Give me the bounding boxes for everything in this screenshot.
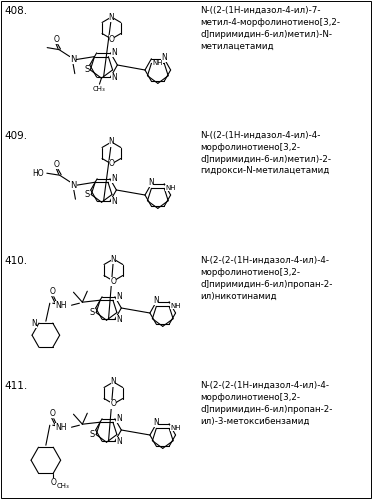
Text: O: O — [50, 287, 56, 296]
Text: N: N — [111, 197, 117, 206]
Text: N-((2-(1H-индазол-4-ил)-7-
метил-4-морфолинотиено[3,2-
d]пиримидин-6-ил)метил)-N: N-((2-(1H-индазол-4-ил)-7- метил-4-морфо… — [200, 6, 340, 50]
Text: N-(2-(2-(1H-индазол-4-ил)-4-
морфолинотиено[3,2-
d]пиримидин-6-ил)пропан-2-
ил)н: N-(2-(2-(1H-индазол-4-ил)-4- морфолиноти… — [200, 256, 333, 300]
Text: N: N — [116, 292, 122, 301]
Text: S: S — [90, 308, 95, 317]
Text: N: N — [153, 296, 159, 305]
Text: N: N — [149, 178, 154, 187]
Text: N: N — [153, 418, 159, 427]
Text: O: O — [110, 276, 116, 285]
Text: N: N — [161, 53, 167, 62]
Text: N: N — [116, 414, 122, 423]
Text: N: N — [116, 437, 122, 446]
Text: N-((2-(1H-индазол-4-ил)-4-
морфолинотиено[3,2-
d]пиримидин-6-ил)метил)-2-
гидрок: N-((2-(1H-индазол-4-ил)-4- морфолинотиен… — [200, 131, 331, 176]
Text: 408.: 408. — [5, 6, 28, 16]
Text: N: N — [116, 315, 122, 324]
Text: O: O — [53, 34, 59, 43]
Text: 410.: 410. — [5, 256, 28, 266]
Text: N: N — [70, 181, 77, 190]
Text: S: S — [84, 65, 89, 74]
Text: N: N — [112, 48, 117, 57]
Text: NH: NH — [170, 303, 181, 309]
Text: O: O — [109, 34, 114, 43]
Text: CH₃: CH₃ — [56, 483, 69, 489]
Text: N: N — [109, 12, 114, 21]
Text: NH: NH — [152, 60, 163, 66]
Text: N: N — [112, 73, 117, 82]
Text: O: O — [109, 160, 114, 169]
Text: NH: NH — [165, 185, 176, 191]
Text: O: O — [50, 409, 56, 418]
Text: N: N — [111, 174, 117, 183]
Text: N: N — [110, 254, 116, 263]
Text: NH: NH — [55, 301, 67, 310]
Text: N: N — [110, 378, 116, 387]
Text: S: S — [85, 190, 90, 199]
Text: N: N — [109, 138, 114, 147]
Text: O: O — [50, 478, 56, 487]
Text: O: O — [110, 400, 116, 409]
Text: N-(2-(2-(1H-индазол-4-ил)-4-
морфолинотиено[3,2-
d]пиримидин-6-ил)пропан-2-
ил)-: N-(2-(2-(1H-индазол-4-ил)-4- морфолиноти… — [200, 381, 333, 426]
Text: HO: HO — [32, 169, 44, 178]
Text: NH: NH — [170, 425, 181, 431]
Text: N: N — [31, 318, 37, 327]
Text: 409.: 409. — [5, 131, 28, 141]
Text: S: S — [90, 430, 95, 439]
Text: O: O — [54, 160, 60, 169]
Text: CH₃: CH₃ — [93, 86, 106, 92]
Text: N: N — [70, 55, 76, 64]
Text: NH: NH — [55, 423, 67, 432]
Text: 411.: 411. — [5, 381, 28, 391]
